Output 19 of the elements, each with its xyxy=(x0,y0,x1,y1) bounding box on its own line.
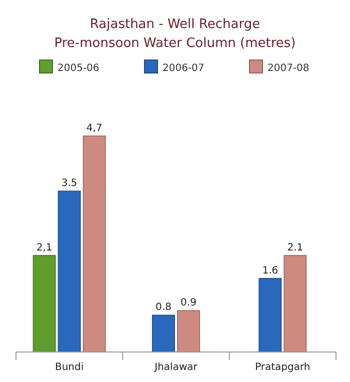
data-label: 1.6 xyxy=(262,265,278,276)
chart-title: Rajasthan - Well Recharge Pre-monsoon Water Column (metres) xyxy=(54,17,296,51)
bar xyxy=(58,190,81,352)
bar xyxy=(82,136,106,352)
data-label: 0.8 xyxy=(156,302,172,314)
data-label: 4,7 xyxy=(86,123,102,134)
x-tick-label: Pratapgarh xyxy=(255,362,310,373)
data-label: 3.5 xyxy=(61,178,78,190)
data-label: 2,1 xyxy=(36,242,52,254)
data-label: 0.9 xyxy=(180,298,196,309)
bar xyxy=(32,254,56,352)
x-tick-label: Jhalawar xyxy=(154,362,198,373)
data-label: 2.1 xyxy=(287,242,304,254)
bar xyxy=(258,278,282,352)
bar xyxy=(284,254,307,352)
x-tick-label: Bundi xyxy=(54,362,84,373)
legend-label: 2006-07 xyxy=(162,63,204,74)
legend-label: 2005-06 xyxy=(58,63,100,74)
legend-label: 2007-08 xyxy=(268,63,310,74)
